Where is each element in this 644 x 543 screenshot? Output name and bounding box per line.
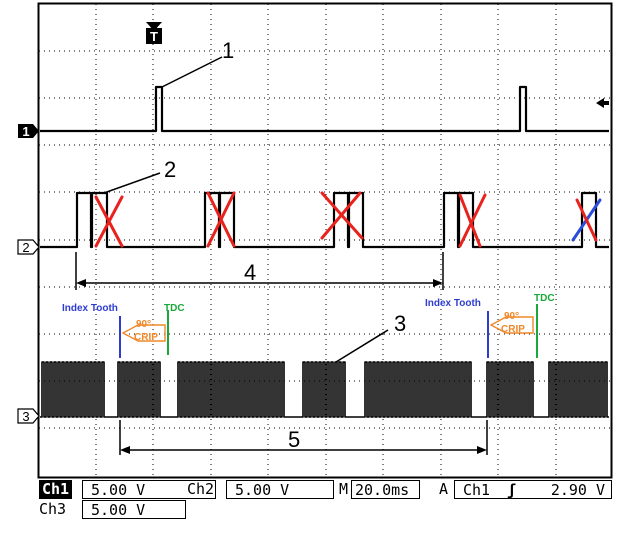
ch3-ground-marker: 3 <box>17 408 40 424</box>
trigger-mode: A <box>439 480 449 498</box>
ch1-label: Ch1 <box>39 480 73 499</box>
cross-mark-3 <box>320 191 364 240</box>
ch3-waveform-trace <box>40 361 609 418</box>
crank-annotation-left: Index Tooth TDC 90° CRIP <box>62 303 185 358</box>
trigger-level-arrow-icon <box>596 98 609 108</box>
cross-mark-2 <box>206 191 236 248</box>
graticule-grid <box>39 4 611 477</box>
cross-mark-1 <box>94 195 124 248</box>
trigger-marker-label: T <box>150 29 158 44</box>
ch2-volts-per-div: 5.00 V <box>226 480 334 499</box>
crip-label-left: CRIP <box>134 332 158 343</box>
ch3-label: Ch3 <box>39 500 67 518</box>
index-tooth-label-right: Index Tooth <box>425 298 481 309</box>
trigger-channel: Ch1 <box>463 481 491 499</box>
trigger-position-marker: T <box>146 22 162 44</box>
ch2-ground-marker: 2 <box>17 239 40 255</box>
crank-annotation-right: Index Tooth TDC 90° CRIP <box>425 293 555 358</box>
ch2-waveform-trace <box>40 191 609 249</box>
dimension-arrow-4 <box>75 252 444 290</box>
callout-2: 2 <box>164 157 176 182</box>
angle-label-left: 90° <box>136 319 151 330</box>
callout-5: 5 <box>288 427 300 452</box>
timebase-label: M <box>339 480 349 498</box>
dimension-arrow-5 <box>119 420 488 455</box>
cross-mark-5-red <box>575 198 598 242</box>
callout-leaders <box>103 56 389 363</box>
angle-label-right: 90° <box>504 311 519 322</box>
tdc-label-right: TDC <box>534 293 555 304</box>
ch1-volts-per-div: 5.00 V <box>82 480 216 499</box>
callout-4: 4 <box>244 260 256 285</box>
trigger-level: 2.90 V <box>550 481 605 499</box>
timebase-value: 20.0ms <box>351 480 420 499</box>
ch1-marker-label: 1 <box>22 124 29 139</box>
callout-1: 1 <box>222 38 234 63</box>
ch2-pulse-crosses <box>94 191 602 248</box>
rising-edge-icon: ʃ <box>507 481 517 499</box>
trigger-settings-box: Ch1 ʃ 2.90 V <box>454 480 612 499</box>
crip-label-right: CRIP <box>501 324 525 335</box>
scope-status-bar: Ch1 5.00 V Ch2 5.00 V M 20.0ms A Ch1 ʃ 2… <box>36 479 612 521</box>
ch1-ground-marker: 1 <box>18 124 39 139</box>
ch2-marker-label: 2 <box>22 240 29 255</box>
ch3-volts-per-div: 5.00 V <box>82 500 186 519</box>
ch3-marker-label: 3 <box>22 409 29 424</box>
callout-3: 3 <box>394 311 406 336</box>
ch1-waveform-trace <box>40 85 609 133</box>
tdc-label-left: TDC <box>164 303 185 314</box>
cross-mark-4 <box>458 193 487 248</box>
index-tooth-label-left: Index Tooth <box>62 303 118 314</box>
ch2-label: Ch2 <box>187 480 215 498</box>
